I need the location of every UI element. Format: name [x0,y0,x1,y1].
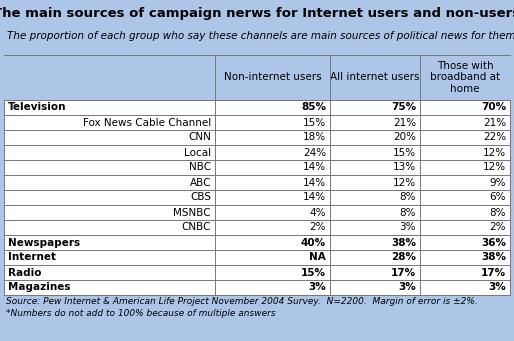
Bar [4,190,510,205]
Bar [4,250,510,265]
Text: 12%: 12% [483,163,506,173]
Text: CNBC: CNBC [181,222,211,233]
Text: Source: Pew Internet & American Life Project November 2004 Survey.  N=2200.  Mar: Source: Pew Internet & American Life Pro… [6,297,478,307]
Text: 14%: 14% [303,193,326,203]
Text: 8%: 8% [399,208,416,218]
Text: 70%: 70% [481,103,506,113]
Text: Radio: Radio [8,267,42,278]
Bar [4,160,510,175]
Bar [4,130,510,145]
Text: 12%: 12% [393,178,416,188]
Text: 21%: 21% [393,118,416,128]
Text: 75%: 75% [391,103,416,113]
Text: Those with
broadband at
home: Those with broadband at home [430,61,500,94]
Text: *Numbers do not add to 100% because of multiple answers: *Numbers do not add to 100% because of m… [6,310,276,318]
Text: NBC: NBC [189,163,211,173]
Bar [4,55,510,100]
Text: 24%: 24% [303,148,326,158]
Text: 3%: 3% [308,282,326,293]
Text: Newspapers: Newspapers [8,237,80,248]
Text: 17%: 17% [391,267,416,278]
Text: 14%: 14% [303,178,326,188]
Text: 18%: 18% [303,133,326,143]
Text: MSNBC: MSNBC [173,208,211,218]
Text: 3%: 3% [398,282,416,293]
Text: Television: Television [8,103,66,113]
Text: 20%: 20% [393,133,416,143]
Text: The proportion of each group who say these channels are main sources of politica: The proportion of each group who say the… [7,31,514,41]
Bar [4,280,510,295]
Text: CBS: CBS [190,193,211,203]
Text: 4%: 4% [309,208,326,218]
Text: 36%: 36% [481,237,506,248]
Text: 40%: 40% [301,237,326,248]
Text: Local: Local [184,148,211,158]
Text: 85%: 85% [301,103,326,113]
Text: 13%: 13% [393,163,416,173]
Text: CNN: CNN [188,133,211,143]
Bar [4,220,510,235]
Text: 22%: 22% [483,133,506,143]
Bar [4,235,510,250]
Bar [4,205,510,220]
Text: 14%: 14% [303,163,326,173]
Text: 15%: 15% [393,148,416,158]
Text: Fox News Cable Channel: Fox News Cable Channel [83,118,211,128]
Text: The main sources of campaign nerws for Internet users and non-users: The main sources of campaign nerws for I… [0,8,514,20]
Text: 2%: 2% [309,222,326,233]
Bar [4,100,510,115]
Text: 8%: 8% [489,208,506,218]
Text: Non-internet users: Non-internet users [224,73,321,83]
Text: 28%: 28% [391,252,416,263]
Text: 6%: 6% [489,193,506,203]
Text: All internet users: All internet users [331,73,420,83]
Text: 2%: 2% [489,222,506,233]
Text: 38%: 38% [391,237,416,248]
Text: NA: NA [309,252,326,263]
Text: 3%: 3% [399,222,416,233]
Text: 15%: 15% [303,118,326,128]
Text: ABC: ABC [190,178,211,188]
Text: 9%: 9% [489,178,506,188]
Text: 8%: 8% [399,193,416,203]
Text: 38%: 38% [481,252,506,263]
Text: 3%: 3% [488,282,506,293]
Bar [4,265,510,280]
Bar [4,145,510,160]
Text: 17%: 17% [481,267,506,278]
Bar [4,115,510,130]
Text: 15%: 15% [301,267,326,278]
Text: Internet: Internet [8,252,56,263]
Bar [4,175,510,190]
Text: 12%: 12% [483,148,506,158]
Text: 21%: 21% [483,118,506,128]
Text: Magazines: Magazines [8,282,70,293]
